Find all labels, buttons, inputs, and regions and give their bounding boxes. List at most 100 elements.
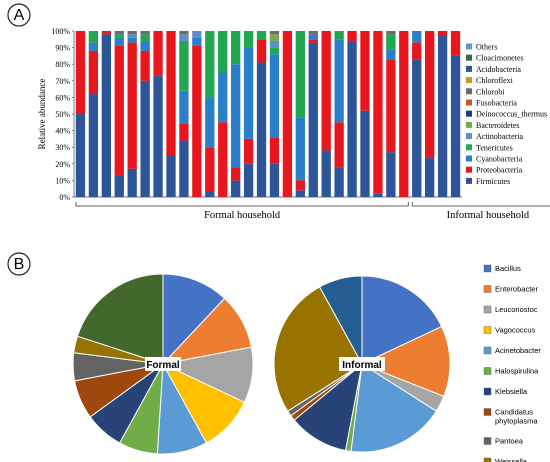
bar-segment (308, 31, 318, 35)
panel-a-label: A (14, 7, 25, 24)
group-brackets: Formal household Informal household (75, 202, 550, 221)
bar-segment (179, 140, 189, 197)
bar-segment (166, 155, 176, 197)
stacked-bars (75, 31, 461, 198)
panel-b-label: B (14, 256, 25, 273)
bar-segment (295, 31, 305, 118)
y-tick-label: 60% (55, 93, 70, 102)
legend-swatch (466, 133, 472, 140)
y-tick-label: 80% (55, 60, 70, 69)
group-label: Formal household (204, 210, 281, 221)
pie-slice (273, 286, 363, 412)
bar-segment (127, 37, 137, 43)
y-tick-label: 10% (55, 176, 70, 185)
bar-segment (269, 137, 280, 164)
bar-segment (192, 31, 202, 38)
panel-a: A Relative abundance 0% 10% 20% 30% 40% 50% 60… (7, 3, 550, 221)
legend-entry: Cloacimonetes (476, 54, 524, 63)
legend-entry: Vagococcus (495, 326, 536, 335)
bar-segment (437, 35, 448, 198)
legend-entry: phytoplasma (495, 417, 538, 426)
bar-segment (269, 31, 280, 35)
bar-segment (308, 34, 318, 40)
legend-entry: Pantoea (495, 437, 524, 446)
legend-swatch (466, 65, 472, 72)
bar-segment (269, 163, 280, 197)
legend-swatch (483, 326, 492, 334)
y-tick-label: 0% (59, 193, 70, 202)
bar-segment (205, 192, 215, 197)
y-tick-label: 100% (51, 27, 70, 36)
y-tick-label: 50% (55, 110, 70, 119)
bar-segment (269, 34, 280, 41)
bar-segment (386, 31, 396, 35)
bar-segment (425, 157, 435, 197)
panel-b-badge (7, 252, 31, 276)
bar-segment (412, 59, 422, 197)
legend-entry: Bacteroidetes (476, 121, 520, 130)
bar-segment (386, 59, 396, 153)
bar-segment (243, 163, 254, 197)
legend-entry: Leuconostoc (495, 305, 538, 314)
group-bracket (411, 202, 550, 207)
bar-segment (205, 97, 215, 148)
bar-segment (231, 64, 241, 168)
bar-segment (114, 34, 124, 38)
legend-entry: Enterobacter (495, 285, 538, 294)
legend-entry: Weissella (495, 457, 528, 462)
legend-swatch (483, 285, 492, 293)
bar-segment (88, 42, 99, 51)
bar-segment (386, 34, 396, 50)
legend-entry: Chlorobi (476, 87, 505, 96)
bar-segment (75, 114, 86, 197)
bar-segment (179, 90, 189, 124)
bar-segment (425, 31, 435, 158)
bar-segment (218, 122, 228, 197)
bar-segment (114, 175, 124, 197)
pie-center-label: Informal (342, 360, 382, 371)
legend-entry: Firmicutes (476, 177, 510, 186)
bar-segment (373, 193, 383, 197)
bar-segment (437, 31, 448, 36)
bar-segment (231, 167, 241, 181)
bar-segment (127, 31, 137, 35)
genus-legend: Bacillus Enterobacter Leuconostoc Vagococcu… (483, 264, 541, 462)
bar-segment (321, 150, 331, 197)
legend-entry: Deinococcus_thermus (476, 110, 547, 119)
legend-swatch (466, 155, 472, 162)
legend-entry: Actinobacteria (476, 132, 524, 141)
legend-swatch (483, 387, 492, 396)
legend-swatch (483, 305, 492, 314)
bar-segment (412, 31, 422, 43)
bar-segment (140, 31, 150, 35)
bar-segment (218, 31, 228, 73)
pie-label-box (339, 357, 385, 371)
bar-segment (114, 31, 124, 35)
pie-slice (162, 273, 226, 366)
bar-segment (386, 49, 396, 60)
pie-center-label: Formal (146, 360, 180, 371)
bar-segment (101, 31, 111, 35)
bar-segment (282, 31, 293, 197)
bar-segment (334, 31, 344, 40)
legend-swatch (466, 77, 472, 84)
legend-swatch (466, 88, 472, 95)
pie-slice (361, 275, 443, 365)
bar-segment (450, 31, 461, 56)
legend-swatch (466, 177, 472, 184)
bar-segment (88, 31, 99, 43)
pie-slice (350, 363, 437, 453)
bar-segment (140, 40, 150, 51)
bar-segment (192, 37, 202, 46)
bar-segment (256, 39, 267, 63)
bar-segment (334, 167, 344, 197)
bar-segment (166, 31, 176, 156)
legend-entry: Chloroflexi (476, 76, 514, 85)
bar-segment (114, 45, 124, 176)
bar-segment (295, 190, 305, 197)
bar-segment (295, 180, 305, 191)
legend-swatch (483, 437, 492, 445)
bar-segment (295, 117, 305, 181)
legend-swatch (483, 457, 492, 462)
